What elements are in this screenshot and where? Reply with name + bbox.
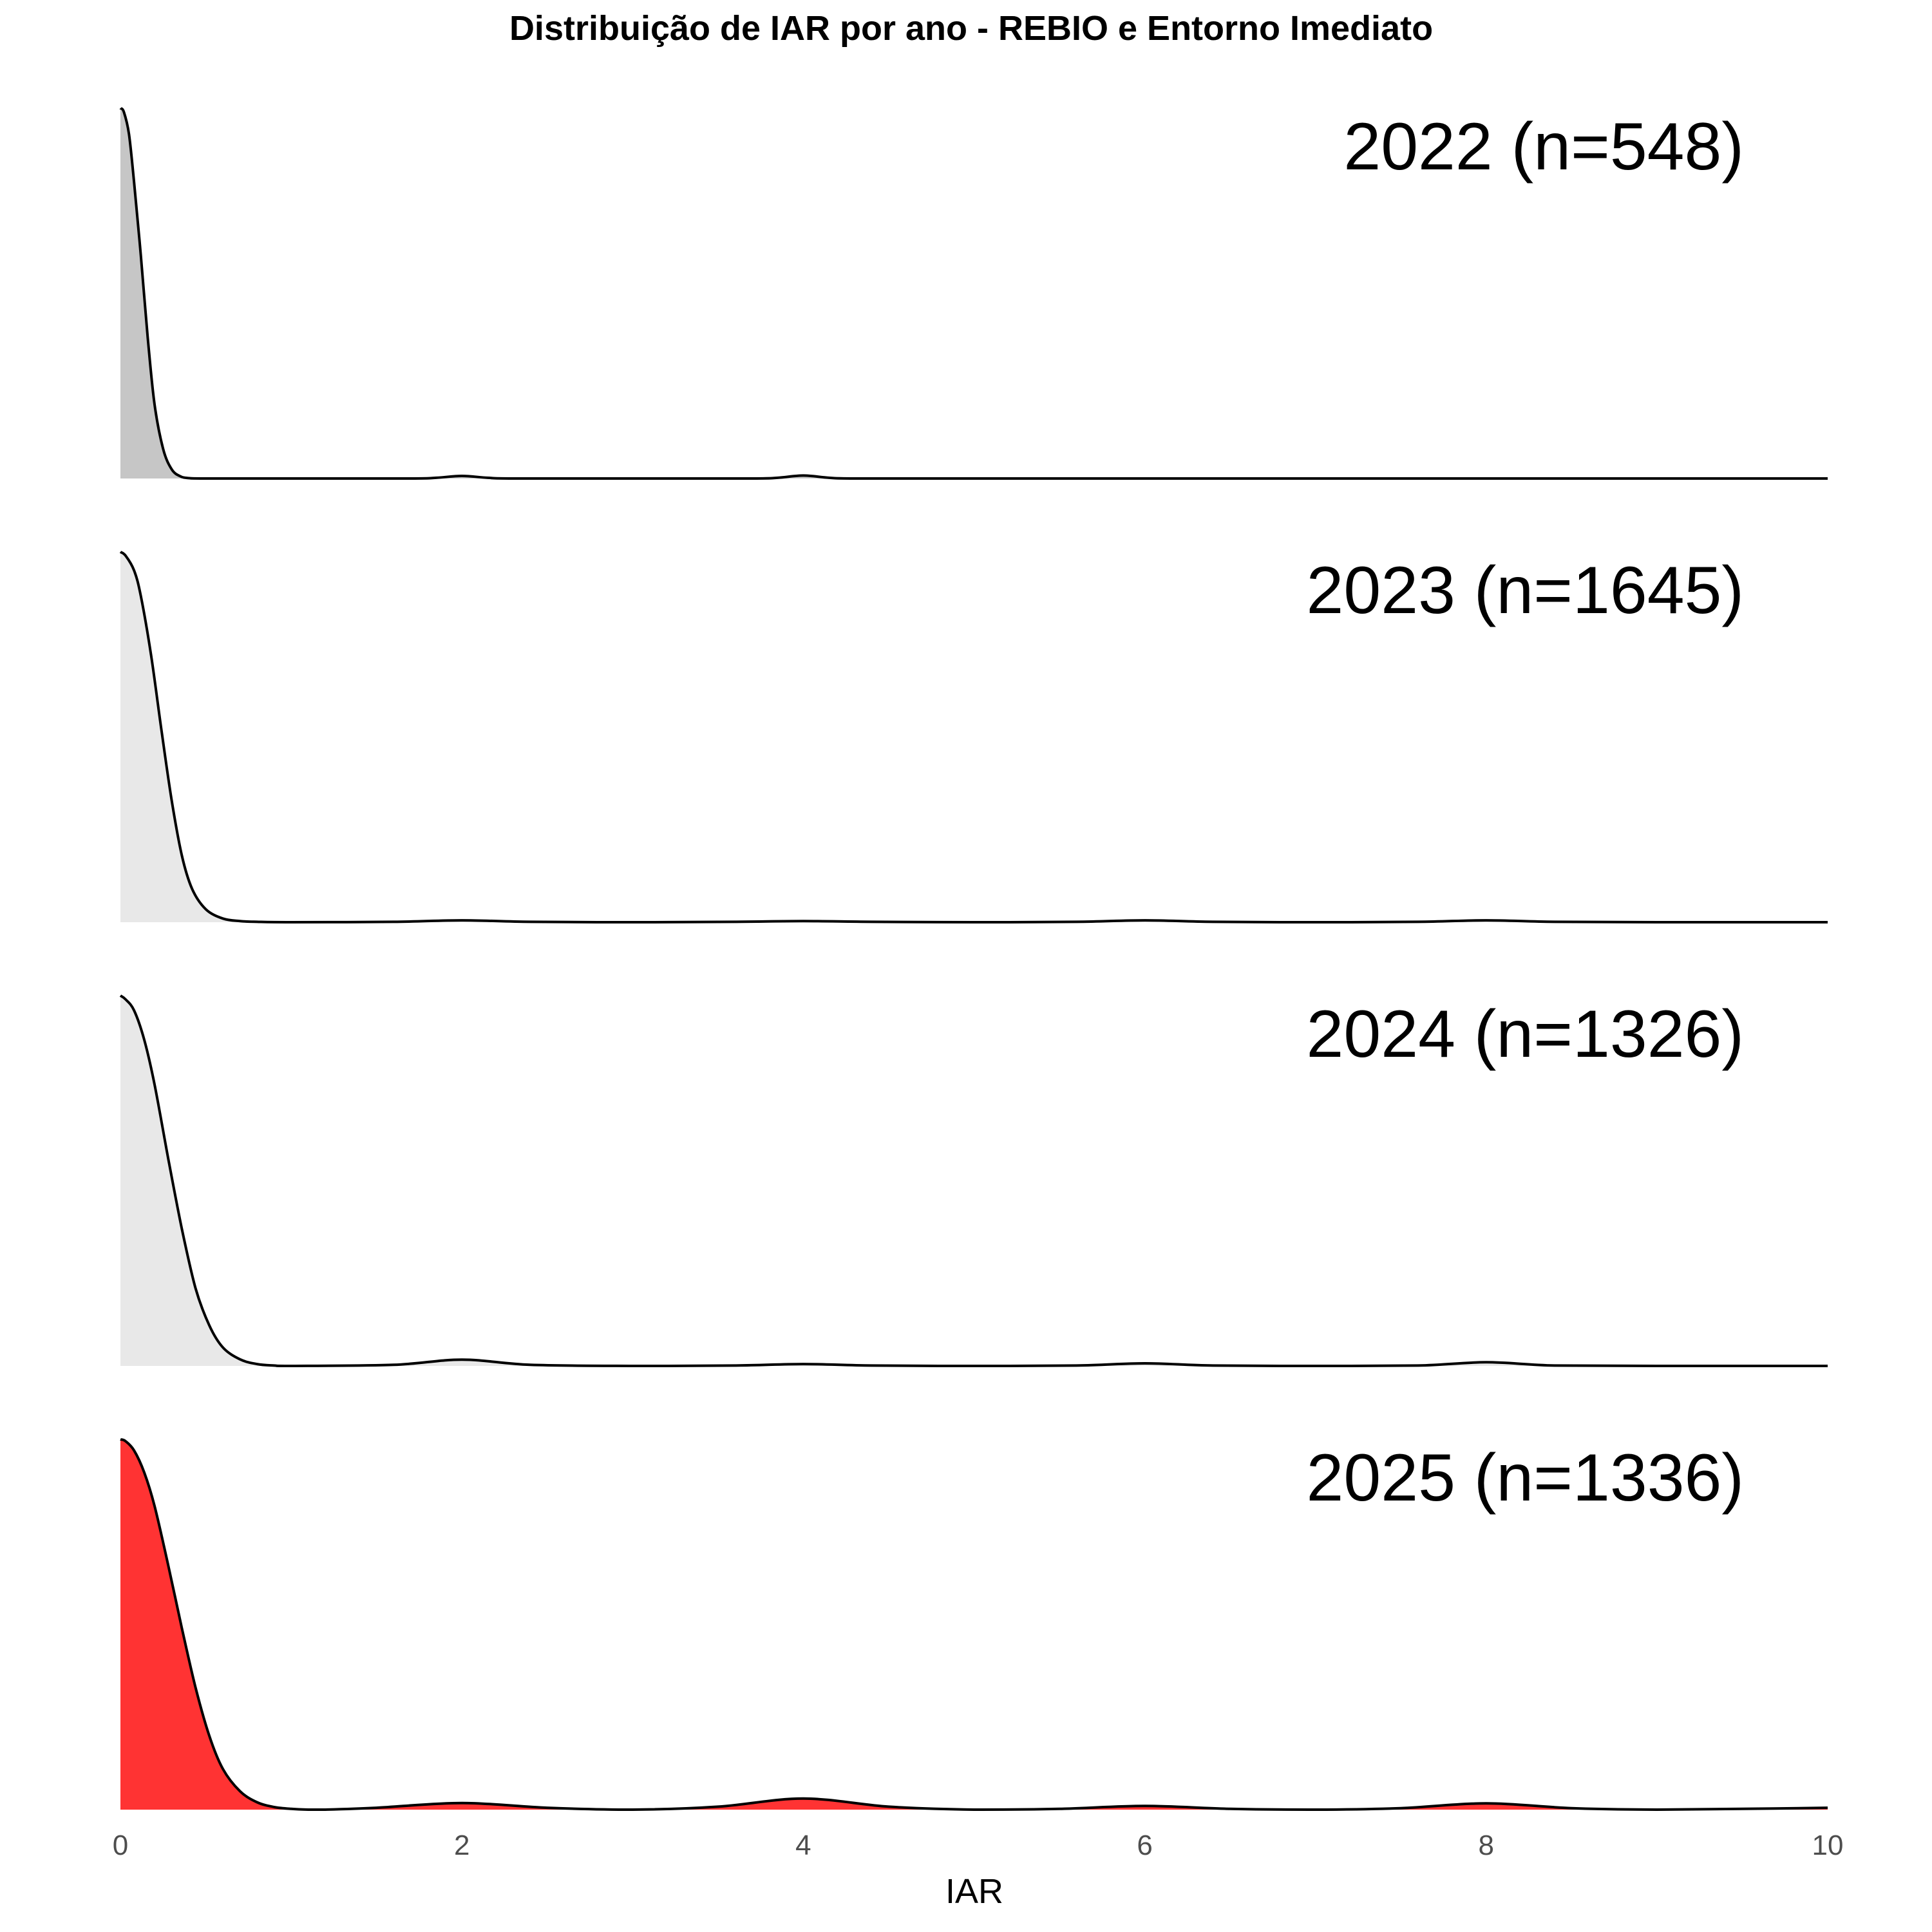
x-tick-label: 6 bbox=[1137, 1830, 1152, 1861]
x-tick-label: 2 bbox=[454, 1830, 469, 1861]
x-axis-label: IAR bbox=[945, 1872, 1003, 1911]
ridge-line-1 bbox=[119, 551, 1828, 924]
ridge-line-2 bbox=[119, 994, 1828, 1368]
ridges-group: 2022 (n=548) 2023 (n=1645) 2024 (n=1326) 20… bbox=[119, 107, 1828, 1812]
x-axis: 0 2 4 6 8 10 bbox=[113, 1830, 1844, 1861]
ridge-1: 2023 (n=1645) bbox=[119, 551, 1828, 924]
ridge-label-1: 2023 (n=1645) bbox=[1307, 553, 1744, 628]
x-tick-label: 0 bbox=[113, 1830, 128, 1861]
x-tick-label: 4 bbox=[795, 1830, 811, 1861]
ridge-label-3: 2025 (n=1336) bbox=[1307, 1441, 1744, 1515]
ridge-0: 2022 (n=548) bbox=[119, 107, 1828, 480]
x-tick-label: 10 bbox=[1812, 1830, 1844, 1861]
chart-title: Distribuição de IAR por ano - REBIO e En… bbox=[509, 9, 1433, 48]
ridge-line-3 bbox=[120, 1438, 1828, 1812]
ridge-label-0: 2022 (n=548) bbox=[1343, 109, 1744, 184]
x-tick-label: 8 bbox=[1479, 1830, 1494, 1861]
ridge-2: 2024 (n=1326) bbox=[119, 994, 1828, 1368]
ridge-label-2: 2024 (n=1326) bbox=[1307, 997, 1744, 1072]
ridge-3: 2025 (n=1336) bbox=[120, 1438, 1828, 1812]
ridge-line-0 bbox=[119, 107, 1828, 480]
